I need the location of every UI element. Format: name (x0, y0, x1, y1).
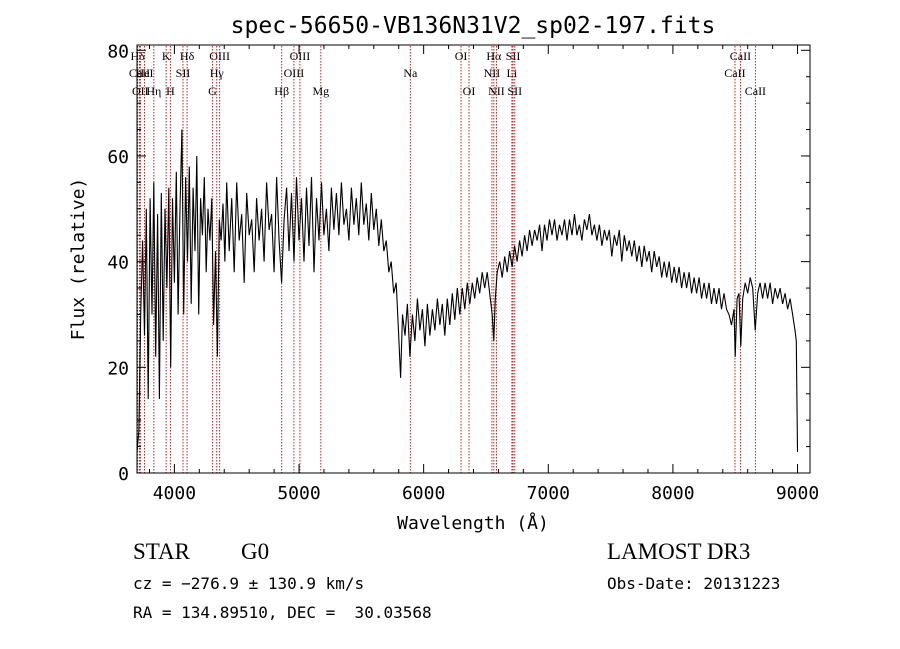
coordinates: RA = 134.89510, DEC = 30.03568 (133, 603, 432, 622)
object-subclass: G0 (241, 539, 270, 564)
chart-title: spec-56650-VB136N31V2_sp02-197.fits (231, 13, 716, 39)
line-marker-label-20: NII (484, 66, 501, 80)
x-tick-label-3: 7000 (527, 483, 570, 504)
line-marker-label-5: K (162, 49, 171, 63)
flux-series-line (136, 129, 799, 452)
y-tick-label-2: 40 (107, 253, 129, 274)
line-marker-label-23: Li (507, 66, 518, 80)
line-marker-label-12: Hβ (274, 84, 289, 98)
spectrum-chart: spec-56650-VB136N31V2_sp02-197.fits Hδ Ca… (68, 13, 819, 534)
line-marker-label-21: NII (488, 84, 505, 98)
line-marker-label-10: Hγ (210, 66, 225, 80)
y-tick-label-4: 80 (107, 41, 129, 62)
line-marker-label-19: Hα (486, 49, 502, 63)
x-tick-label-5: 9000 (776, 483, 819, 504)
y-tick-label-0: 0 (118, 464, 129, 485)
line-marker-label-0: Hδ (130, 49, 145, 63)
x-tick-label-4: 8000 (651, 483, 694, 504)
line-marker-label-25: CaII (730, 49, 751, 63)
line-marker-label-22: SII (506, 49, 521, 63)
line-marker-label-4: Hη (146, 84, 161, 98)
line-marker-label-6: SII (176, 66, 191, 80)
line-marker-label-27: CaII (745, 84, 766, 98)
y-tick-label-3: 60 (107, 147, 129, 168)
line-marker-label-26: CaII (724, 66, 745, 80)
line-marker-label-7: H (166, 84, 175, 98)
line-marker-label-8: Hδ (180, 49, 195, 63)
x-tick-label-2: 6000 (402, 483, 445, 504)
y-tick-label-1: 20 (107, 358, 129, 379)
line-marker-label-16: Na (403, 66, 418, 80)
axis-ticks: 4000 5000 6000 7000 8000 9000 0 20 40 60 80 (107, 41, 819, 504)
y-axis-label: Flux (relative) (68, 178, 89, 341)
line-marker-label-3: HeI (135, 66, 153, 80)
line-marker-label-9: OIII (209, 49, 230, 63)
line-marker-label-13: OIII (290, 49, 311, 63)
plot-series (136, 129, 799, 452)
line-marker-label-14: OIII (284, 66, 305, 80)
x-axis-label: Wavelength (Å) (397, 512, 549, 534)
line-marker-label-18: OI (463, 84, 476, 98)
redshift-cz: cz = −276.9 ± 130.9 km/s (133, 574, 365, 593)
survey-name: LAMOST DR3 (607, 539, 751, 564)
observation-date: Obs-Date: 20131223 (607, 574, 781, 593)
plot-frame (136, 44, 811, 474)
object-class: STAR (133, 539, 190, 564)
line-marker-label-15: Mg (312, 84, 329, 98)
line-marker-label-24: SII (507, 84, 522, 98)
x-tick-label-0: 4000 (153, 483, 196, 504)
line-marker-label-11: G (208, 84, 217, 98)
x-tick-label-1: 5000 (277, 483, 320, 504)
line-marker-label-17: OI (455, 49, 468, 63)
